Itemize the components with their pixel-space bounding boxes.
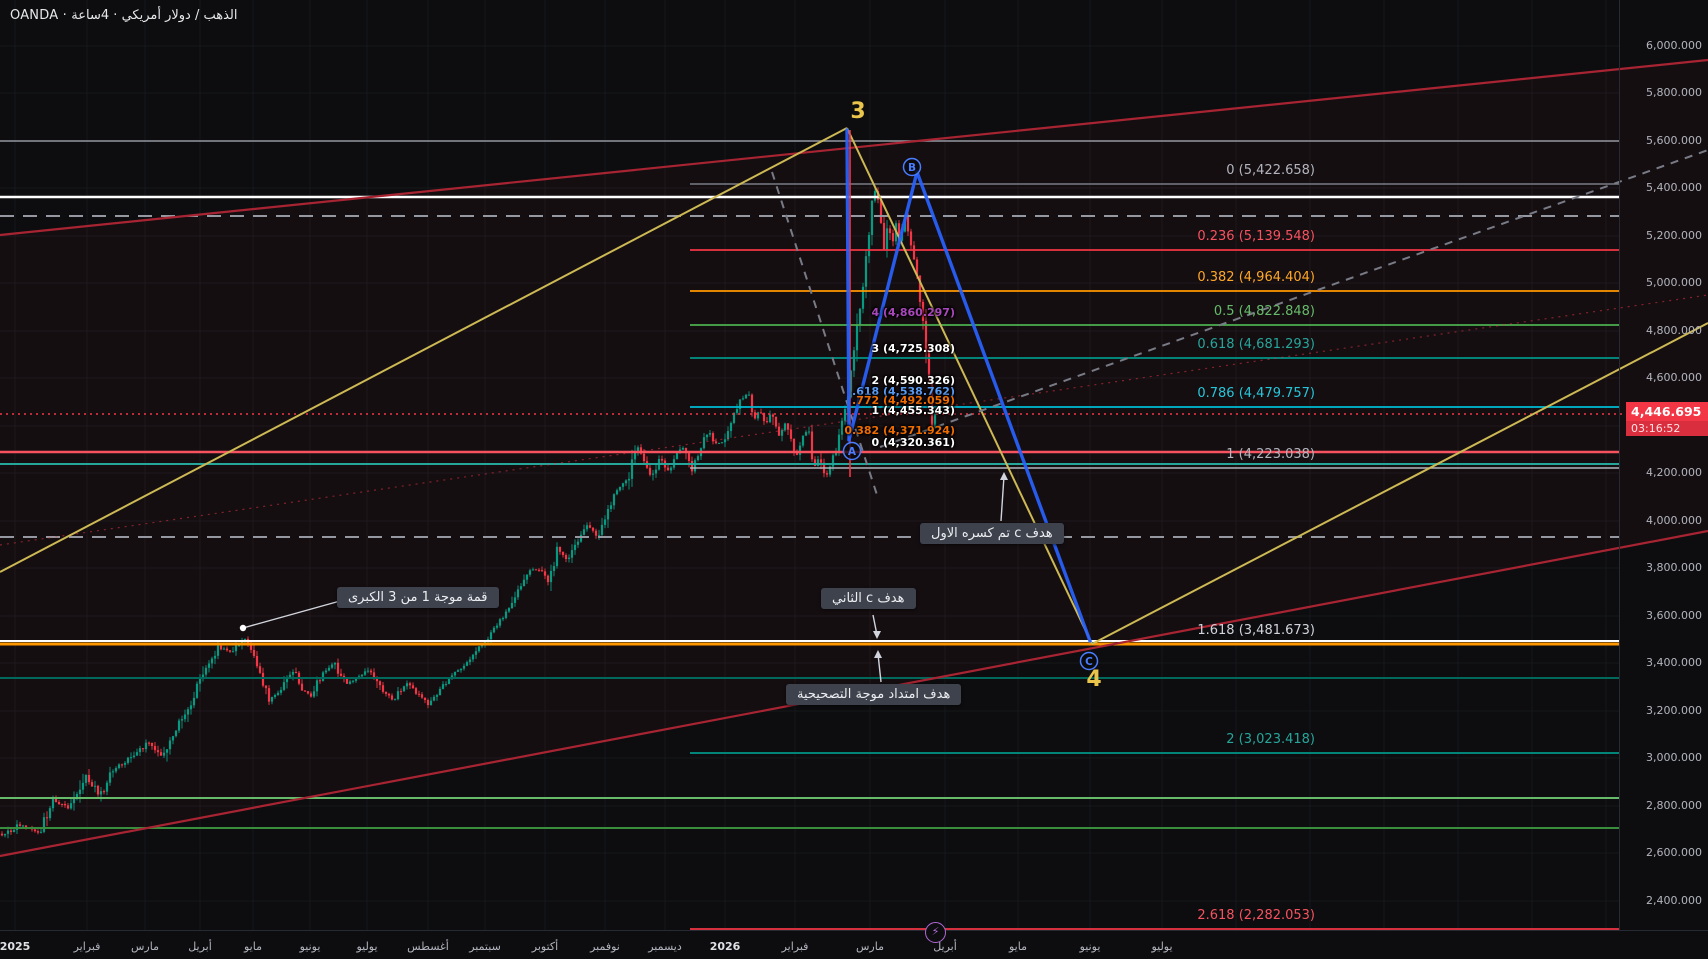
annotation-pointers <box>239 472 1008 683</box>
realtime-lightning-icon[interactable]: ⚡ <box>925 922 946 943</box>
arrow-head-icon <box>1000 472 1008 480</box>
fib-retracement[interactable] <box>0 183 1619 930</box>
wave-number-label[interactable]: 4 <box>1086 667 1101 692</box>
svg-text:B: B <box>908 162 916 174</box>
dashed-trendline-rising[interactable] <box>879 149 1708 448</box>
annotation-box-target-c-broken[interactable]: هدف c تم كسره الاول <box>920 523 1064 544</box>
current-price-badge: 4,446.695 03:16:52 <box>1626 402 1708 436</box>
wave-number-label[interactable]: 3 <box>850 99 865 124</box>
yellow-trendline-up[interactable] <box>0 127 848 573</box>
annotation-box-corrective-extension-target[interactable]: هدف امتداد موجة التصحيحية <box>786 684 962 705</box>
annotation-box-wave1-peak[interactable]: قمة موجة 1 من 3 الكبرى <box>337 587 499 608</box>
elliott-wave[interactable]: A B C 3 4 <box>842 99 1102 692</box>
horizontal-lines[interactable] <box>0 140 1626 829</box>
instrument-name[interactable]: الذهب / دولار أمريكي · 4ساعة <box>71 8 238 23</box>
wave-marker-B[interactable] <box>902 157 922 177</box>
svg-text:A: A <box>848 446 857 458</box>
red-channel-top[interactable] <box>0 58 1708 237</box>
symbol-title: OANDA · الذهب / دولار أمريكي · 4ساعة <box>10 8 238 23</box>
yellow-projection-up[interactable] <box>1091 322 1708 645</box>
wave-marker-A[interactable] <box>842 441 862 461</box>
chart-canvas[interactable]: A B C 3 4 <box>0 0 1708 930</box>
arrow-head-icon <box>874 650 882 658</box>
pointer-dot <box>239 624 247 632</box>
svg-text:C: C <box>1085 656 1093 668</box>
price-axis-border <box>1619 0 1620 930</box>
exchange-name[interactable]: OANDA <box>10 8 59 23</box>
arrow-head-icon <box>873 631 881 639</box>
red-channel-midline[interactable] <box>0 294 1708 546</box>
dashed-trendline-steep[interactable] <box>771 171 879 499</box>
title-separator: · <box>58 8 72 23</box>
bar-countdown: 03:16:52 <box>1626 421 1708 436</box>
time-axis[interactable] <box>0 930 1708 959</box>
yellow-projection-down[interactable] <box>846 127 1093 645</box>
annotation-box-target-c-second[interactable]: هدف c الثاني <box>821 588 916 609</box>
current-price: 4,446.695 <box>1626 402 1708 421</box>
wave-marker-C[interactable] <box>1079 651 1099 671</box>
